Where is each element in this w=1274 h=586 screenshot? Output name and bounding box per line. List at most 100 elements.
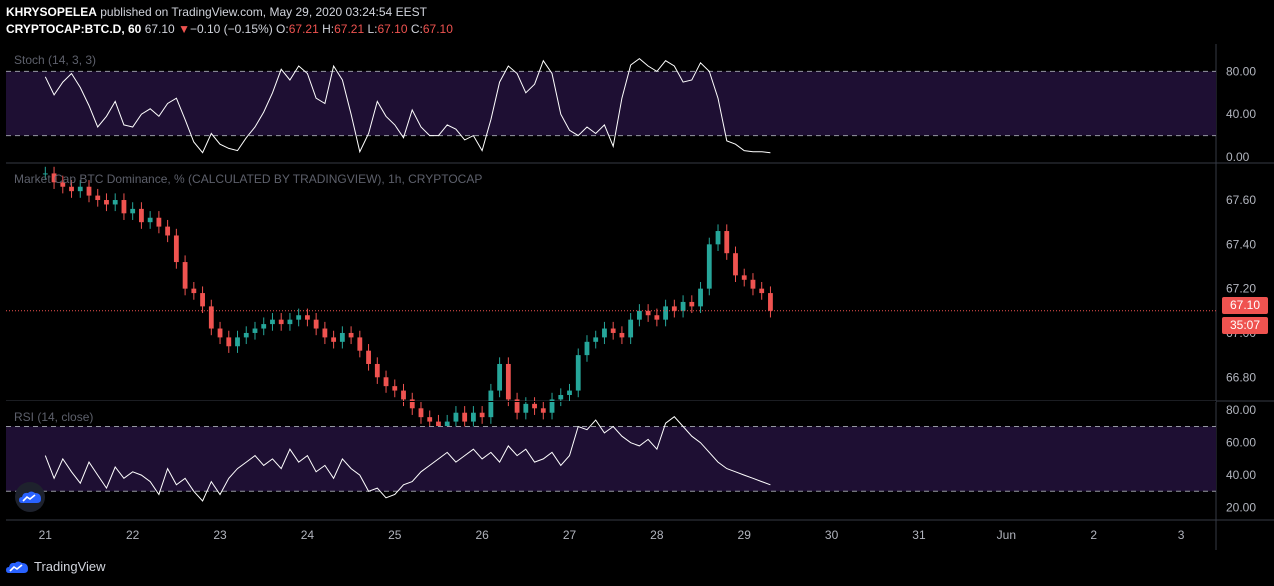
price-title: Market Cap BTC Dominance, % (CALCULATED … (14, 172, 482, 186)
close-value: 67.10 (422, 22, 453, 36)
candle-body (313, 319, 319, 329)
x-tick-label: 2 (1090, 528, 1097, 542)
candle-body (698, 288, 703, 307)
stoch-title: Stoch (14, 3, 3) (14, 53, 96, 67)
x-tick-label: 25 (388, 528, 402, 542)
candle-body (514, 399, 520, 413)
countdown-tag: 35:07 (1222, 317, 1268, 334)
y-tick-label: 80.00 (1226, 403, 1256, 417)
candle-body (200, 293, 205, 307)
ohlc-line: CRYPTOCAP:BTC.D, 60 67.10 ▼−0.10 (−0.15%… (6, 21, 453, 38)
published-text: published on TradingView.com, May 29, 20… (100, 5, 427, 19)
candle-body (243, 332, 249, 338)
candle-body (610, 328, 616, 333)
y-tick-label: 67.20 (1226, 282, 1256, 296)
candle-body (680, 301, 686, 311)
candle-body (69, 186, 74, 192)
x-tick-label: 31 (912, 528, 926, 542)
x-tick-label: 28 (650, 528, 664, 542)
candle-body (401, 390, 406, 400)
x-tick-label: 24 (301, 528, 315, 542)
candle-body (479, 412, 485, 418)
candle-body (619, 332, 625, 338)
candle-body (104, 200, 109, 205)
candle-body (575, 355, 581, 391)
candle-body (497, 363, 503, 391)
y-tick-label: 40.00 (1226, 468, 1256, 482)
candle-body (654, 315, 660, 320)
candle-body (628, 319, 634, 338)
candle-body (453, 412, 459, 422)
candle-body (540, 408, 546, 413)
chart-header: KHRYSOPELEA published on TradingView.com… (6, 4, 453, 38)
candle-body (331, 337, 337, 342)
candle-body (191, 288, 197, 294)
candle-body (532, 403, 537, 409)
candle-body (366, 350, 371, 364)
candle-body (77, 186, 83, 192)
candle-body (60, 182, 66, 187)
candle-body (270, 319, 275, 325)
x-tick-label: 26 (475, 528, 489, 542)
author-name[interactable]: KHRYSOPELEA (6, 5, 97, 19)
candle-body (436, 421, 441, 427)
y-tick-label: 0.00 (1226, 150, 1250, 164)
candle-body (645, 310, 651, 316)
y-tick-label: 67.40 (1226, 237, 1256, 251)
candle-body (636, 310, 642, 320)
candle-body (226, 337, 232, 347)
candle-body (86, 186, 92, 196)
candle-body (112, 200, 118, 205)
rsi-title: RSI (14, close) (14, 410, 93, 424)
candle-body (444, 421, 450, 427)
candle-body (470, 412, 476, 422)
candle-body (235, 337, 240, 347)
candle-body (95, 195, 101, 201)
oscillator-band (6, 71, 1216, 136)
candle-body (156, 217, 162, 227)
candle-body (488, 390, 494, 418)
candle-body (409, 399, 415, 409)
candle-body (392, 386, 398, 391)
y-tick-label: 66.80 (1226, 370, 1256, 384)
candle-body (51, 173, 57, 183)
candle-body (139, 208, 144, 223)
candle-body (715, 231, 721, 245)
candle-body (42, 173, 48, 175)
candle-body (593, 337, 599, 342)
publish-line: KHRYSOPELEA published on TradingView.com… (6, 4, 453, 21)
candle-body (217, 328, 223, 338)
x-tick-label: 21 (39, 528, 53, 542)
candle-body (558, 395, 564, 400)
candle-body (296, 315, 302, 320)
candle-body (759, 288, 765, 294)
candle-body (182, 262, 188, 289)
close-label: C: (410, 22, 423, 36)
candle-body (663, 306, 669, 320)
footer-brand: TradingView (34, 559, 106, 574)
candle-body (173, 235, 179, 263)
y-tick-label: 80.00 (1226, 64, 1256, 78)
high-label: H: (322, 22, 335, 36)
candle-body (741, 275, 747, 280)
tradingview-logo[interactable]: TradingView (6, 559, 106, 574)
candle-body (252, 328, 258, 333)
symbol-label[interactable]: CRYPTOCAP:BTC.D, 60 (6, 22, 142, 36)
open-label: O: (276, 22, 289, 36)
tradingview-badge[interactable] (15, 482, 45, 512)
change-value: −0.10 (−0.15%) (189, 22, 273, 36)
x-tick-label: 27 (563, 528, 577, 542)
candle-body (584, 341, 590, 356)
candle-body (261, 324, 267, 329)
last-price-tag: 67.10 (1222, 297, 1268, 314)
open-value: 67.21 (288, 22, 319, 36)
candle-body (671, 306, 677, 311)
x-tick-label: 29 (738, 528, 752, 542)
x-tick-label: 30 (825, 528, 839, 542)
candle-body (706, 244, 712, 289)
candle-body (165, 226, 171, 236)
stoch-line (44, 57, 771, 154)
y-tick-label: 20.00 (1226, 501, 1256, 515)
y-tick-label: 67.60 (1226, 193, 1256, 207)
tradingview-cloud-icon (19, 491, 41, 503)
